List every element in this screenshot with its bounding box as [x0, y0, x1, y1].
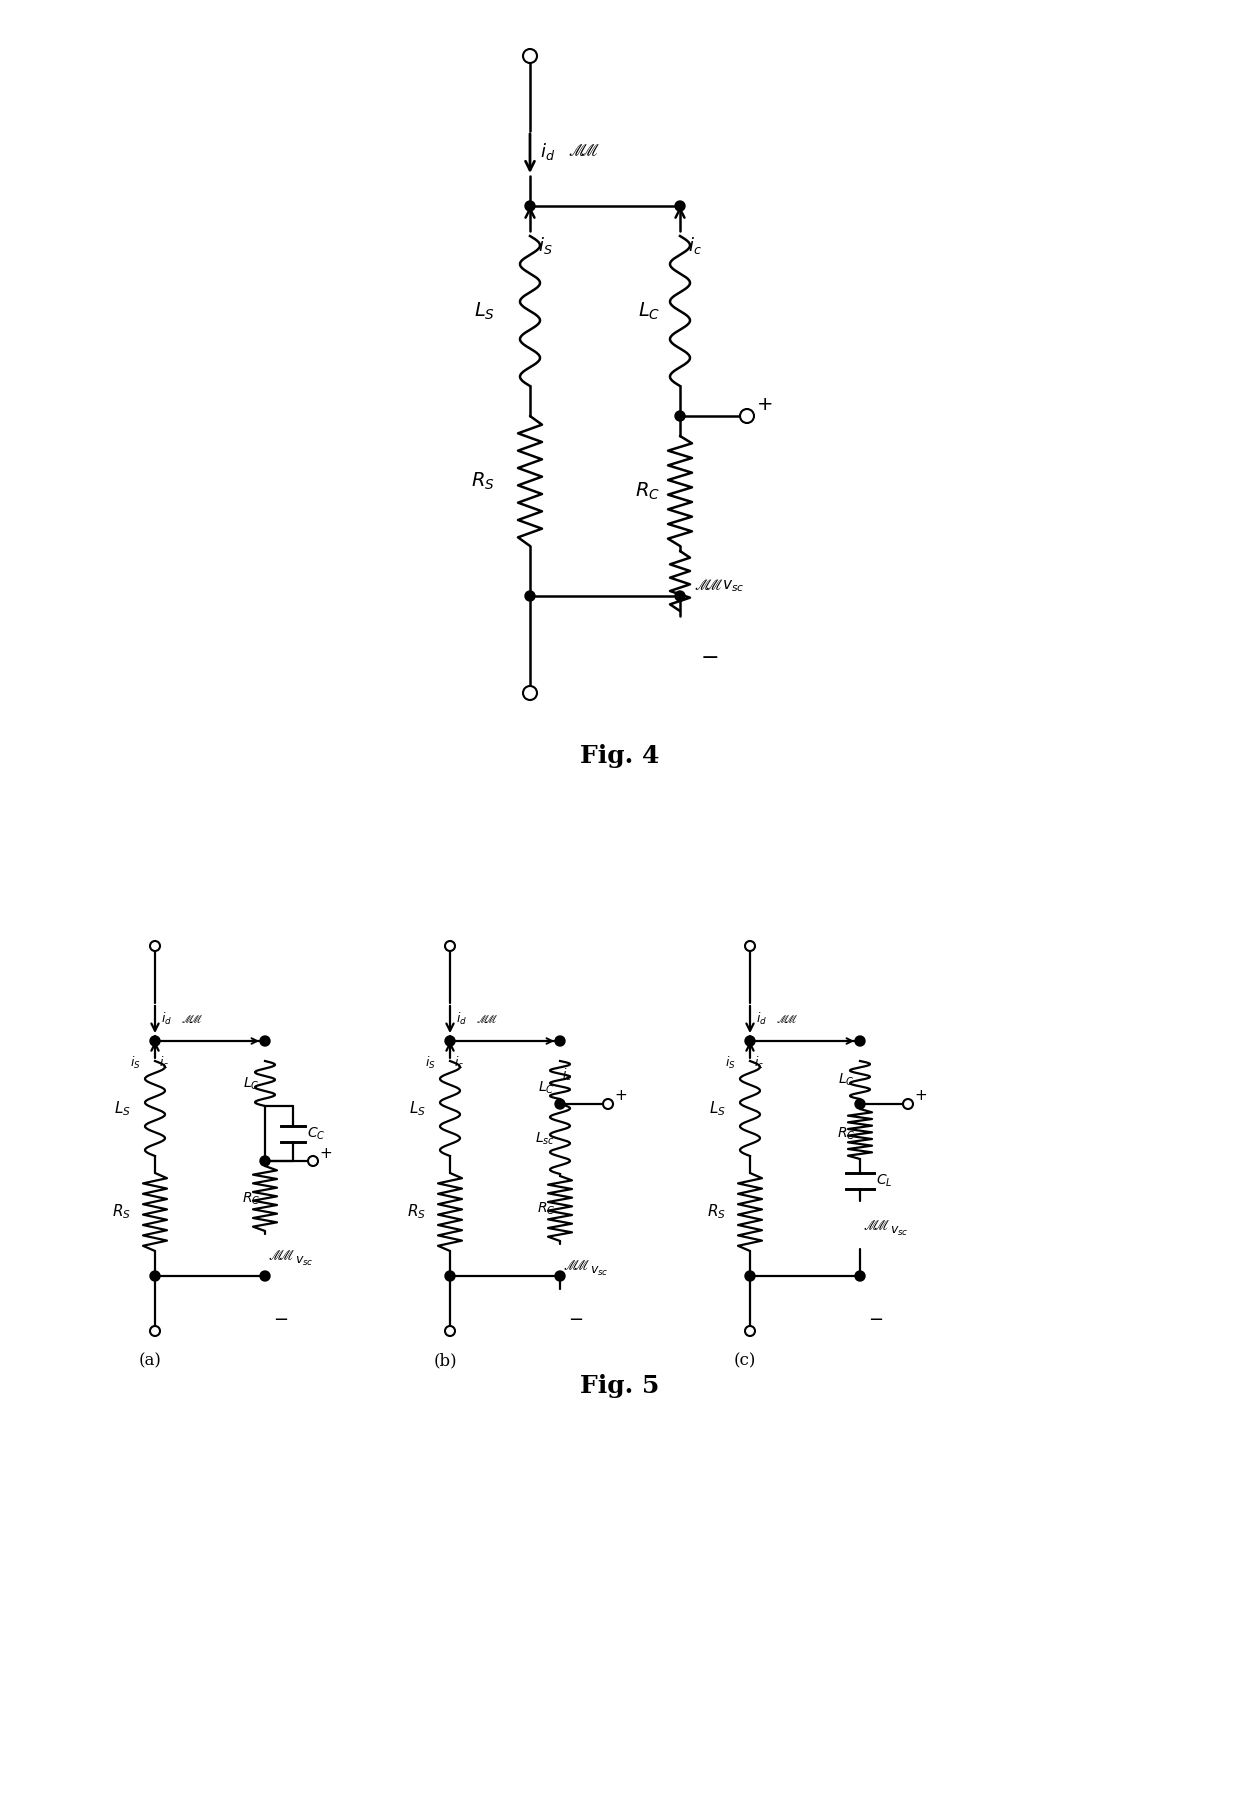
Text: $R_S$: $R_S$: [707, 1202, 725, 1222]
Text: Fig. 5: Fig. 5: [580, 1375, 660, 1398]
Text: Fig. 4: Fig. 4: [580, 745, 660, 768]
Text: $L_S$: $L_S$: [474, 300, 495, 321]
Circle shape: [445, 1271, 455, 1280]
Text: $i_c$: $i_c$: [688, 236, 702, 256]
Text: $v_{sc}$: $v_{sc}$: [890, 1224, 909, 1237]
Text: $R_S$: $R_S$: [407, 1202, 427, 1222]
Text: $L_C$: $L_C$: [838, 1071, 856, 1088]
Circle shape: [856, 1035, 866, 1046]
Circle shape: [445, 941, 455, 952]
Text: $i_S$: $i_S$: [538, 236, 553, 256]
Text: (c): (c): [734, 1353, 756, 1369]
Circle shape: [745, 1271, 755, 1280]
Circle shape: [556, 1271, 565, 1280]
Circle shape: [150, 1271, 160, 1280]
Circle shape: [740, 409, 754, 423]
Text: $i_S$: $i_S$: [130, 1055, 141, 1071]
Text: $v_{sc}$: $v_{sc}$: [722, 577, 744, 594]
Circle shape: [745, 941, 755, 952]
Text: $R_C$: $R_C$: [837, 1126, 856, 1142]
Text: $L_{sc}$: $L_{sc}$: [534, 1131, 556, 1148]
Text: $\mathscr{M\!\!M}$: $\mathscr{M\!\!M}$: [563, 1258, 590, 1273]
Text: $L_S$: $L_S$: [709, 1099, 725, 1119]
Circle shape: [903, 1099, 913, 1110]
Circle shape: [856, 1099, 866, 1110]
Text: $\mathscr{M\!\!M}$: $\mathscr{M\!\!M}$: [568, 142, 600, 160]
Text: $-$: $-$: [868, 1309, 883, 1327]
Circle shape: [525, 202, 534, 211]
Circle shape: [445, 1035, 455, 1046]
Circle shape: [150, 1035, 160, 1046]
Text: $i_d$: $i_d$: [756, 1012, 768, 1028]
Text: $\mathscr{M\!\!M}$: $\mathscr{M\!\!M}$: [863, 1219, 890, 1233]
Circle shape: [856, 1271, 866, 1280]
Text: $+$: $+$: [319, 1146, 332, 1160]
Text: $\mathscr{M\!\!M}$: $\mathscr{M\!\!M}$: [776, 1013, 799, 1024]
Circle shape: [675, 590, 684, 601]
Text: $+$: $+$: [756, 394, 773, 414]
Text: $i_d$: $i_d$: [456, 1012, 467, 1028]
Circle shape: [260, 1035, 270, 1046]
Text: $i_c$: $i_c$: [562, 1068, 572, 1082]
Text: $+$: $+$: [614, 1088, 627, 1104]
Circle shape: [523, 686, 537, 699]
Text: $i_S$: $i_S$: [725, 1055, 737, 1071]
Text: $L_C$: $L_C$: [538, 1081, 556, 1097]
Text: $i_c$: $i_c$: [754, 1055, 764, 1071]
Text: $\mathscr{M\!\!M}$: $\mathscr{M\!\!M}$: [694, 579, 723, 594]
Circle shape: [556, 1035, 565, 1046]
Text: (b): (b): [433, 1353, 456, 1369]
Circle shape: [675, 410, 684, 421]
Text: $i_c$: $i_c$: [159, 1055, 169, 1071]
Circle shape: [523, 49, 537, 64]
Text: $-$: $-$: [273, 1309, 288, 1327]
Text: $-$: $-$: [568, 1309, 583, 1327]
Circle shape: [525, 590, 534, 601]
Text: $i_S$: $i_S$: [425, 1055, 436, 1071]
Circle shape: [556, 1099, 565, 1110]
Text: $+$: $+$: [914, 1088, 928, 1104]
Text: $\mathscr{M\!\!M}$: $\mathscr{M\!\!M}$: [181, 1013, 203, 1024]
Text: $R_S$: $R_S$: [471, 470, 495, 492]
Text: (a): (a): [139, 1353, 161, 1369]
Text: $R_C$: $R_C$: [635, 481, 660, 501]
Circle shape: [260, 1271, 270, 1280]
Circle shape: [445, 1326, 455, 1337]
Text: $L_C$: $L_C$: [243, 1075, 260, 1091]
Circle shape: [150, 941, 160, 952]
Circle shape: [675, 202, 684, 211]
Text: $R_C$: $R_C$: [537, 1200, 556, 1217]
Text: $R_C$: $R_C$: [242, 1189, 260, 1206]
Text: $R_S$: $R_S$: [112, 1202, 131, 1222]
Text: $i_d$: $i_d$: [539, 140, 556, 162]
Text: $i_d$: $i_d$: [161, 1012, 172, 1028]
Circle shape: [745, 1326, 755, 1337]
Text: $L_S$: $L_S$: [114, 1099, 131, 1119]
Text: $C_C$: $C_C$: [308, 1126, 325, 1142]
Circle shape: [603, 1099, 613, 1110]
Circle shape: [260, 1157, 270, 1166]
Text: $\mathscr{M\!\!M}$: $\mathscr{M\!\!M}$: [268, 1249, 295, 1262]
Text: $v_{sc}$: $v_{sc}$: [590, 1264, 609, 1277]
Circle shape: [308, 1157, 317, 1166]
Text: $v_{sc}$: $v_{sc}$: [295, 1255, 314, 1268]
Text: $i_c$: $i_c$: [454, 1055, 464, 1071]
Circle shape: [150, 1326, 160, 1337]
Text: $\mathscr{M\!\!M}$: $\mathscr{M\!\!M}$: [476, 1013, 498, 1024]
Text: $L_S$: $L_S$: [409, 1099, 427, 1119]
Circle shape: [745, 1035, 755, 1046]
Text: $C_L$: $C_L$: [875, 1173, 893, 1189]
Text: $-$: $-$: [701, 646, 718, 666]
Text: $L_C$: $L_C$: [637, 300, 660, 321]
